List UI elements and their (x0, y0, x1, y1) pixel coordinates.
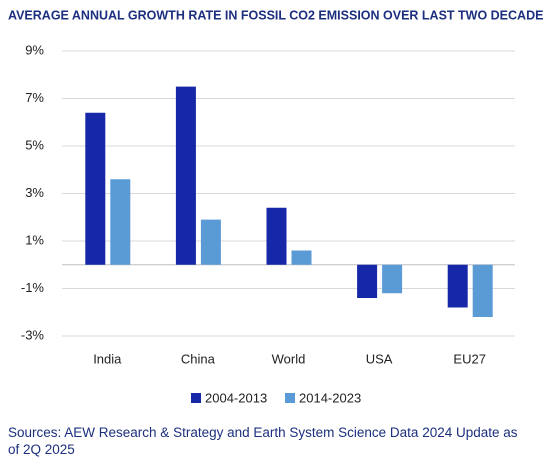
x-tick-label: China (181, 351, 216, 366)
legend-label: 2014-2023 (299, 390, 361, 405)
bar (110, 179, 131, 265)
bar (291, 250, 312, 265)
x-tick-label: EU27 (453, 351, 486, 366)
bar (357, 264, 378, 298)
chart-title: AVERAGE ANNUAL GROWTH RATE IN FOSSIL CO2… (8, 8, 544, 22)
y-tick-label: 9% (25, 42, 44, 57)
y-tick-label: 1% (25, 232, 44, 247)
bar (472, 264, 493, 317)
bar (175, 86, 196, 265)
bar (382, 264, 403, 294)
bar (447, 264, 468, 308)
y-tick-label: 3% (25, 185, 44, 200)
bar (200, 219, 221, 265)
legend-swatch (191, 393, 201, 403)
y-tick-label: 7% (25, 90, 44, 105)
y-tick-label: -3% (21, 327, 45, 342)
legend-label: 2004-2013 (205, 390, 267, 405)
chart: AVERAGE ANNUAL GROWTH RATE IN FOSSIL CO2… (8, 8, 544, 405)
y-tick-label: 5% (25, 137, 44, 152)
bar (266, 207, 287, 265)
legend-swatch (285, 393, 295, 403)
x-tick-label: World (272, 351, 306, 366)
y-tick-label: -1% (21, 280, 45, 295)
x-tick-label: USA (366, 351, 393, 366)
x-tick-label: India (93, 351, 122, 366)
bar (85, 112, 106, 265)
source-note: Sources: AEW Research & Strategy and Ear… (8, 425, 518, 457)
